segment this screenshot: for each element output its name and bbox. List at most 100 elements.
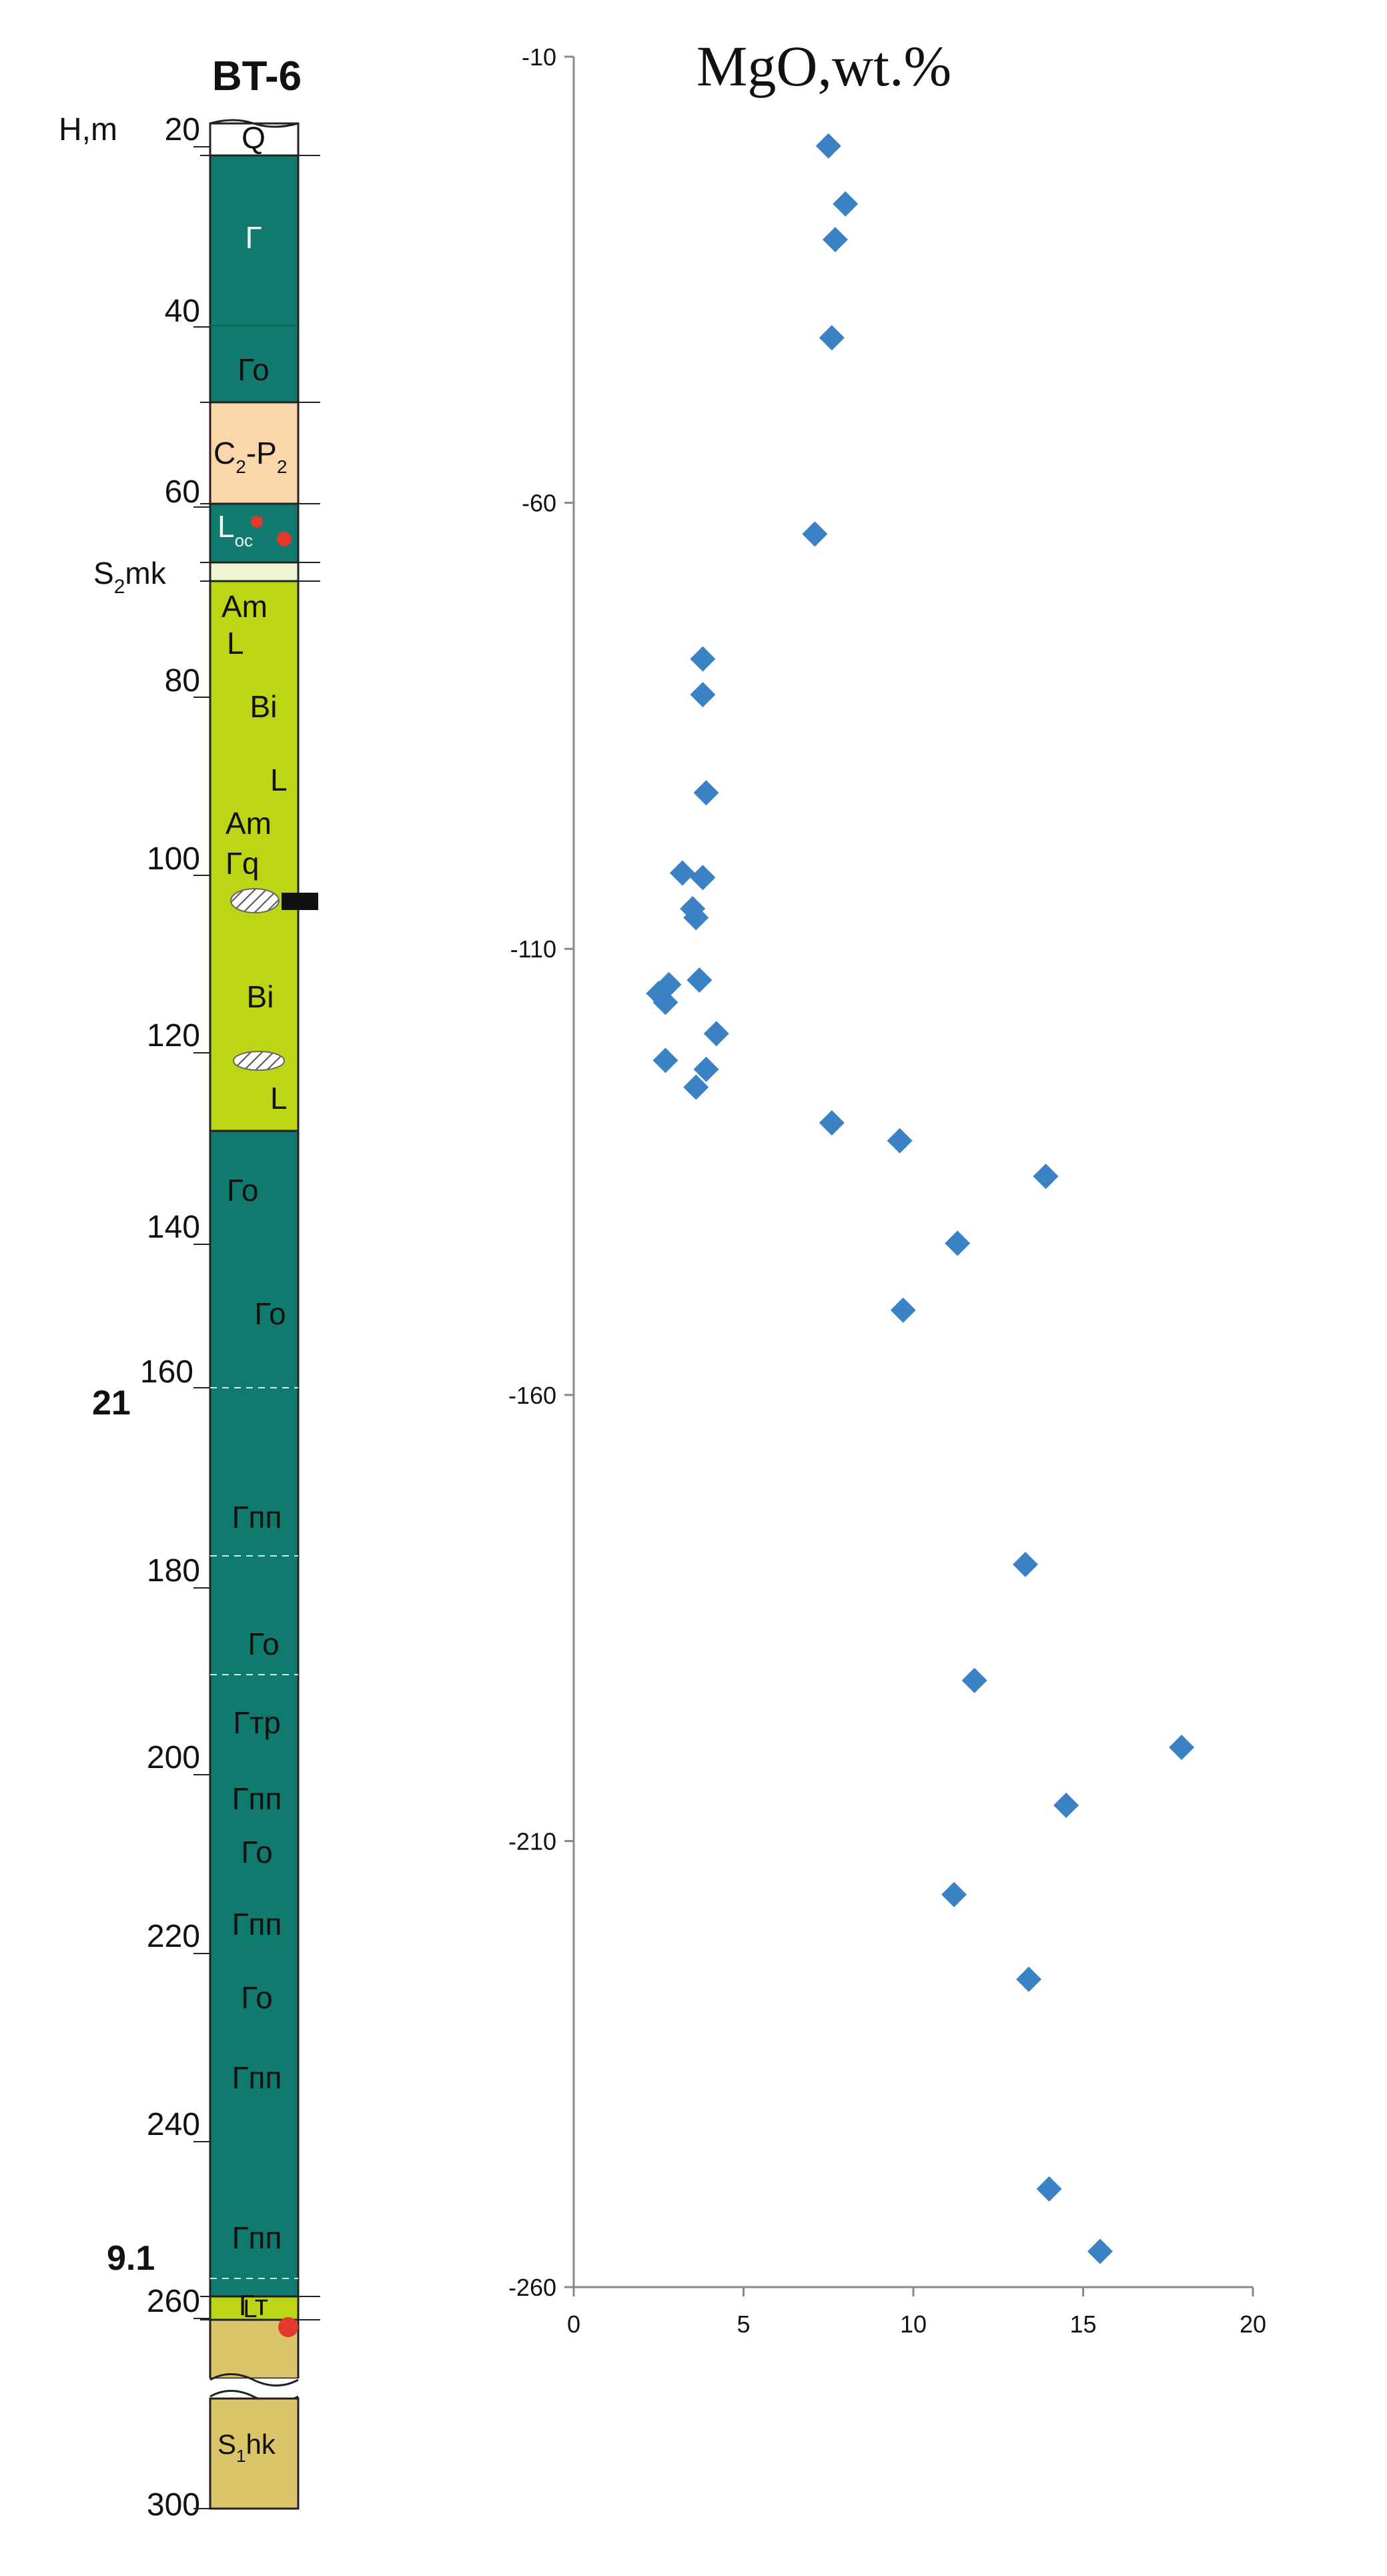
y-tick-label: -260 bbox=[508, 2274, 556, 2301]
y-tick-label: -210 bbox=[508, 1827, 556, 1855]
data-point bbox=[690, 865, 716, 891]
data-points bbox=[646, 133, 1195, 2264]
depth-tick-label: 200 bbox=[147, 1740, 200, 1775]
unit-c2-p2 bbox=[209, 401, 300, 505]
unit-label: Го bbox=[238, 352, 269, 387]
depth-tick-label: 180 bbox=[147, 1553, 200, 1589]
unit-label: Го bbox=[241, 1980, 272, 2015]
depth-tick-label: 140 bbox=[147, 1210, 200, 1245]
depth-tick-label: 80 bbox=[165, 663, 200, 699]
mgo-scatter-chart: MgO,wt.% -10 -60 -110 -160 -210 -260 0 5 10 15 20 bbox=[508, 34, 1266, 2338]
data-point bbox=[652, 989, 678, 1015]
unit-label: Am bbox=[221, 589, 268, 624]
depth-tick-label: 240 bbox=[147, 2107, 200, 2142]
depth-tick-label: 40 bbox=[165, 294, 200, 329]
depth-axis: 20 40 60 80 100 120 140 160 180 200 220 … bbox=[140, 112, 210, 2523]
red-dot-icon bbox=[278, 2317, 298, 2337]
unit-label: L bbox=[270, 1081, 288, 1116]
unit-label: Гпп bbox=[232, 1500, 282, 1535]
column-gap bbox=[208, 2379, 300, 2399]
data-point bbox=[669, 860, 695, 886]
unit-label: Гпп bbox=[232, 1907, 282, 1942]
data-point bbox=[686, 967, 713, 993]
unit-label-c2p2: C2-P2 bbox=[213, 436, 287, 477]
data-point bbox=[1036, 2176, 1062, 2202]
y-axis-ticks: -10 -60 -110 -160 -210 -260 bbox=[508, 43, 574, 2301]
data-point bbox=[1033, 1164, 1059, 1190]
unit-label-l-bottom: L bbox=[243, 2295, 257, 2323]
x-tick-label: 10 bbox=[900, 2310, 927, 2338]
data-point bbox=[1053, 1792, 1079, 1818]
data-point bbox=[703, 1021, 729, 1047]
data-point bbox=[802, 521, 828, 547]
x-axis-ticks: 0 5 10 15 20 bbox=[567, 2287, 1266, 2338]
data-point bbox=[652, 1047, 678, 1074]
unit-green-lower bbox=[209, 1130, 300, 2298]
unit-label: Bi bbox=[250, 689, 278, 724]
data-point bbox=[683, 1074, 709, 1100]
unit-label-loc: Lос bbox=[217, 509, 253, 550]
unit-s2mk bbox=[209, 561, 300, 582]
x-tick-label: 5 bbox=[737, 2310, 750, 2338]
unit-label: Гт bbox=[239, 2289, 268, 2322]
depth-tick-label: 20 bbox=[165, 112, 200, 147]
y-tick-label: -60 bbox=[522, 490, 556, 517]
sample-marker-icon bbox=[282, 893, 318, 910]
x-tick-label: 15 bbox=[1069, 2310, 1096, 2338]
data-point bbox=[690, 646, 716, 672]
depth-tick-label: 220 bbox=[147, 1919, 200, 1954]
red-dot-icon bbox=[251, 516, 263, 528]
unit-label: Г bbox=[246, 220, 262, 255]
depth-tick-label: 300 bbox=[147, 2487, 200, 2523]
data-point bbox=[887, 1128, 913, 1154]
chart-title: MgO,wt.% bbox=[697, 34, 951, 98]
unit-label: Am bbox=[225, 806, 272, 841]
unit-label: Го bbox=[241, 1835, 272, 1869]
hatched-lens-icon bbox=[233, 1051, 285, 1071]
data-point bbox=[1016, 1966, 1042, 1992]
y-tick-label: -110 bbox=[510, 935, 556, 963]
depth-tick-label: 60 bbox=[165, 474, 200, 510]
unit-label: Гпп bbox=[232, 2060, 282, 2095]
data-point bbox=[833, 191, 859, 217]
unit-label: Гтр bbox=[233, 1705, 281, 1740]
unit-q-wavy-top bbox=[209, 119, 299, 128]
depth-tick-label: 120 bbox=[147, 1018, 200, 1053]
unit-yellowgreen-upper bbox=[209, 580, 300, 1132]
data-point bbox=[815, 133, 841, 159]
unit-label: L bbox=[270, 763, 288, 797]
unit-label: Го bbox=[248, 1627, 279, 1661]
data-point bbox=[822, 227, 848, 253]
depth-tick-label: 160 bbox=[140, 1354, 193, 1390]
unit-label: Гпп bbox=[232, 2220, 282, 2255]
lithologic-column: BT-6 H,m 20 40 60 8 bbox=[59, 53, 320, 2523]
unit-s1hk-base bbox=[209, 2397, 300, 2510]
data-point bbox=[1012, 1551, 1038, 1577]
unit-label: Bi bbox=[247, 979, 274, 1014]
data-point bbox=[941, 1881, 967, 1907]
data-point bbox=[690, 682, 716, 708]
y-tick-label: -10 bbox=[522, 43, 556, 71]
data-point bbox=[1169, 1734, 1195, 1760]
side-mark: 9.1 bbox=[107, 2239, 155, 2278]
data-point bbox=[683, 905, 709, 931]
x-tick-label: 0 bbox=[567, 2310, 580, 2338]
data-point bbox=[1087, 2238, 1113, 2264]
unit-label: Q bbox=[242, 120, 266, 155]
unit-label: Гпп bbox=[232, 1781, 282, 1816]
unit-label: Го bbox=[254, 1296, 286, 1331]
red-dot-icon bbox=[277, 532, 292, 546]
data-point bbox=[961, 1667, 987, 1693]
data-point bbox=[819, 325, 845, 351]
data-point bbox=[819, 1110, 845, 1136]
unit-label-s1hk: S1hk bbox=[217, 2429, 276, 2466]
data-point bbox=[890, 1297, 916, 1323]
hatched-lens-icon bbox=[230, 888, 280, 913]
unit-green-upper bbox=[209, 154, 300, 404]
side-mark: 21 bbox=[92, 1384, 131, 1422]
depth-tick-label: 100 bbox=[147, 841, 200, 877]
y-tick-label: -160 bbox=[508, 1382, 556, 1409]
depth-label: H,m bbox=[59, 112, 117, 147]
well-title: BT-6 bbox=[212, 53, 302, 99]
